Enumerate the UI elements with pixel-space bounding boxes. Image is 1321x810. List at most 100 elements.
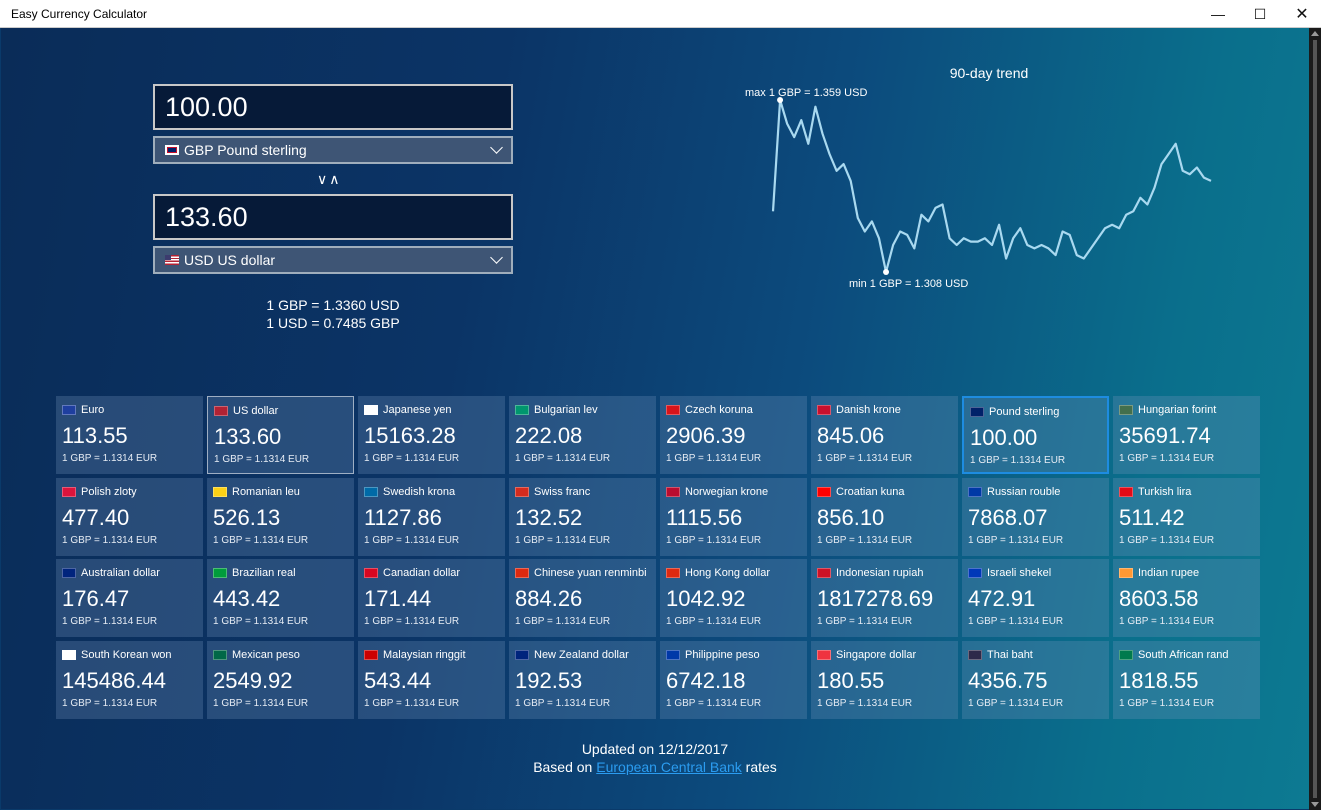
from-currency-select[interactable]: GBP Pound sterling bbox=[153, 136, 513, 164]
currency-tile-us[interactable]: US dollar 133.60 1 GBP = 1.1314 EUR bbox=[207, 396, 354, 474]
currency-tile-ro[interactable]: Romanian leu 526.13 1 GBP = 1.1314 EUR bbox=[207, 477, 354, 556]
currency-tile-ca[interactable]: Canadian dollar 171.44 1 GBP = 1.1314 EUR bbox=[358, 559, 505, 637]
from-currency-label: GBP Pound sterling bbox=[184, 142, 307, 158]
flag-icon bbox=[817, 649, 831, 660]
flag-icon bbox=[666, 568, 680, 578]
currency-name-label: Philippine peso bbox=[685, 648, 760, 661]
currency-rate: 1 GBP = 1.1314 EUR bbox=[817, 453, 913, 464]
currency-value: 180.55 bbox=[817, 667, 885, 693]
currency-rate: 1 GBP = 1.1314 EUR bbox=[515, 697, 611, 709]
currency-name-label: Thai baht bbox=[987, 648, 1033, 661]
currency-rate: 1 GBP = 1.1314 EUR bbox=[970, 455, 1066, 466]
currency-tile-ph[interactable]: Philippine peso 6742.18 1 GBP = 1.1314 EUR bbox=[660, 640, 807, 719]
currency-tile-cz[interactable]: Czech koruna 2906.39 1 GBP = 1.1314 EUR bbox=[660, 396, 807, 474]
currency-tile-in[interactable]: Indian rupee 8603.58 1 GBP = 1.1314 EUR bbox=[1113, 559, 1260, 637]
currency-name: Australian dollar bbox=[62, 565, 197, 581]
currency-name: Indonesian rupiah bbox=[817, 565, 952, 581]
currency-name-label: Swiss franc bbox=[534, 485, 591, 498]
currency-rate: 1 GBP = 1.1314 EUR bbox=[817, 697, 913, 709]
currency-name: Turkish lira bbox=[1119, 484, 1254, 500]
currency-value: 845.06 bbox=[817, 423, 885, 448]
currency-tile-hk[interactable]: Hong Kong dollar 1042.92 1 GBP = 1.1314 EU… bbox=[660, 559, 807, 637]
flag-icon bbox=[1119, 649, 1133, 660]
flag-icon bbox=[213, 568, 227, 578]
flag-icon bbox=[970, 407, 984, 417]
maximize-button[interactable]: ☐ bbox=[1253, 5, 1267, 22]
currency-tile-za[interactable]: South African rand 1818.55 1 GBP = 1.1314 … bbox=[1113, 640, 1260, 719]
currency-rate: 1 GBP = 1.1314 EUR bbox=[213, 697, 309, 709]
flag-icon bbox=[364, 486, 378, 497]
scroll-thumb[interactable] bbox=[1313, 40, 1317, 798]
currency-rate: 1 GBP = 1.1314 EUR bbox=[515, 616, 611, 627]
currency-rate: 1 GBP = 1.1314 EUR bbox=[364, 616, 460, 627]
currency-tile-my[interactable]: Malaysian ringgit 543.44 1 GBP = 1.1314 EU… bbox=[358, 640, 505, 719]
currency-name: Norwegian krone bbox=[666, 484, 801, 500]
currency-tile-kr[interactable]: South Korean won 145486.44 1 GBP = 1.1314 … bbox=[56, 640, 203, 719]
source-suffix: rates bbox=[741, 759, 777, 775]
currency-rate: 1 GBP = 1.1314 EUR bbox=[666, 534, 762, 546]
currency-value: 15163.28 bbox=[364, 423, 456, 448]
currency-tile-tr[interactable]: Turkish lira 511.42 1 GBP = 1.1314 EUR bbox=[1113, 477, 1260, 556]
to-currency-select[interactable]: USD US dollar bbox=[153, 246, 513, 274]
currency-tile-mx[interactable]: Mexican peso 2549.92 1 GBP = 1.1314 EUR bbox=[207, 640, 354, 719]
flag-icon bbox=[364, 568, 378, 578]
currency-value: 100.00 bbox=[970, 425, 1038, 450]
currency-name: Brazilian real bbox=[213, 565, 348, 581]
currency-tile-br[interactable]: Brazilian real 443.42 1 GBP = 1.1314 EUR bbox=[207, 559, 354, 637]
currency-tile-sg[interactable]: Singapore dollar 180.55 1 GBP = 1.1314 EUR bbox=[811, 640, 958, 719]
currency-name-label: Norwegian krone bbox=[685, 485, 769, 498]
currency-name: Indian rupee bbox=[1119, 565, 1254, 581]
scroll-down-icon[interactable] bbox=[1311, 802, 1319, 807]
currency-tile-cn[interactable]: Chinese yuan renminbi 884.26 1 GBP = 1.131… bbox=[509, 559, 656, 637]
currency-tile-ru[interactable]: Russian rouble 7868.07 1 GBP = 1.1314 EUR bbox=[962, 477, 1109, 556]
currency-rate: 1 GBP = 1.1314 EUR bbox=[666, 697, 762, 709]
currency-tile-il[interactable]: Israeli shekel 472.91 1 GBP = 1.1314 EUR bbox=[962, 559, 1109, 637]
currency-value: 543.44 bbox=[364, 667, 432, 693]
currency-name: Czech koruna bbox=[666, 402, 801, 418]
currency-tile-dk[interactable]: Danish krone 845.06 1 GBP = 1.1314 EUR bbox=[811, 396, 958, 474]
currency-name-label: Danish krone bbox=[836, 404, 901, 416]
currency-name: US dollar bbox=[214, 403, 347, 419]
scrollbar[interactable] bbox=[1309, 28, 1321, 810]
ecb-link[interactable]: European Central Bank bbox=[596, 759, 742, 775]
currency-rate: 1 GBP = 1.1314 EUR bbox=[364, 453, 460, 464]
currency-tile-jp[interactable]: Japanese yen 15163.28 1 GBP = 1.1314 EUR bbox=[358, 396, 505, 474]
to-currency-label: USD US dollar bbox=[184, 252, 276, 268]
flag-icon bbox=[1119, 405, 1133, 415]
currency-tile-au[interactable]: Australian dollar 176.47 1 GBP = 1.1314 EU… bbox=[56, 559, 203, 637]
close-button[interactable]: ✕ bbox=[1295, 6, 1309, 23]
currency-rate: 1 GBP = 1.1314 EUR bbox=[817, 616, 913, 627]
currency-tile-eu[interactable]: Euro 113.55 1 GBP = 1.1314 EUR bbox=[56, 396, 203, 474]
flag-icon bbox=[968, 486, 982, 497]
currency-rate: 1 GBP = 1.1314 EUR bbox=[62, 534, 158, 546]
currency-rate: 1 GBP = 1.1314 EUR bbox=[515, 453, 611, 464]
currency-tile-hu[interactable]: Hungarian forint 35691.74 1 GBP = 1.1314 E… bbox=[1113, 396, 1260, 474]
currency-tile-no[interactable]: Norwegian krone 1115.56 1 GBP = 1.1314 EUR bbox=[660, 477, 807, 556]
currency-name: Bulgarian lev bbox=[515, 402, 650, 418]
currency-value: 222.08 bbox=[515, 423, 583, 448]
swap-currencies-button[interactable]: ∨∧ bbox=[317, 171, 342, 187]
currency-tile-id[interactable]: Indonesian rupiah 1817278.69 1 GBP = 1.131… bbox=[811, 559, 958, 637]
currency-tile-gb[interactable]: Pound sterling 100.00 1 GBP = 1.1314 EUR bbox=[962, 396, 1109, 474]
updated-text: Updated on 12/12/2017 bbox=[581, 741, 729, 757]
scroll-up-icon[interactable] bbox=[1311, 31, 1319, 36]
currency-name: Euro bbox=[62, 402, 197, 418]
currency-value: 176.47 bbox=[62, 586, 130, 611]
currency-tile-se[interactable]: Swedish krona 1127.86 1 GBP = 1.1314 EUR bbox=[358, 477, 505, 556]
currency-value: 4356.75 bbox=[968, 667, 1048, 693]
currency-value: 526.13 bbox=[213, 504, 281, 530]
currency-tile-hr[interactable]: Croatian kuna 856.10 1 GBP = 1.1314 EUR bbox=[811, 477, 958, 556]
currency-tile-th[interactable]: Thai baht 4356.75 1 GBP = 1.1314 EUR bbox=[962, 640, 1109, 719]
flag-icon bbox=[817, 405, 831, 415]
currency-rate: 1 GBP = 1.1314 EUR bbox=[666, 616, 762, 627]
currency-tile-nz[interactable]: New Zealand dollar 192.53 1 GBP = 1.1314 E… bbox=[509, 640, 656, 719]
from-amount-input[interactable]: 100.00 bbox=[153, 84, 513, 130]
currency-name: Singapore dollar bbox=[817, 647, 952, 663]
currency-tile-pl[interactable]: Polish zloty 477.40 1 GBP = 1.1314 EUR bbox=[56, 477, 203, 556]
currency-rate: 1 GBP = 1.1314 EUR bbox=[213, 534, 309, 546]
to-amount-input[interactable]: 133.60 bbox=[153, 194, 513, 240]
minimize-button[interactable]: — bbox=[1211, 6, 1225, 22]
currency-tile-bg[interactable]: Bulgarian lev 222.08 1 GBP = 1.1314 EUR bbox=[509, 396, 656, 474]
flag-icon bbox=[62, 568, 76, 578]
currency-tile-ch[interactable]: Swiss franc 132.52 1 GBP = 1.1314 EUR bbox=[509, 477, 656, 556]
